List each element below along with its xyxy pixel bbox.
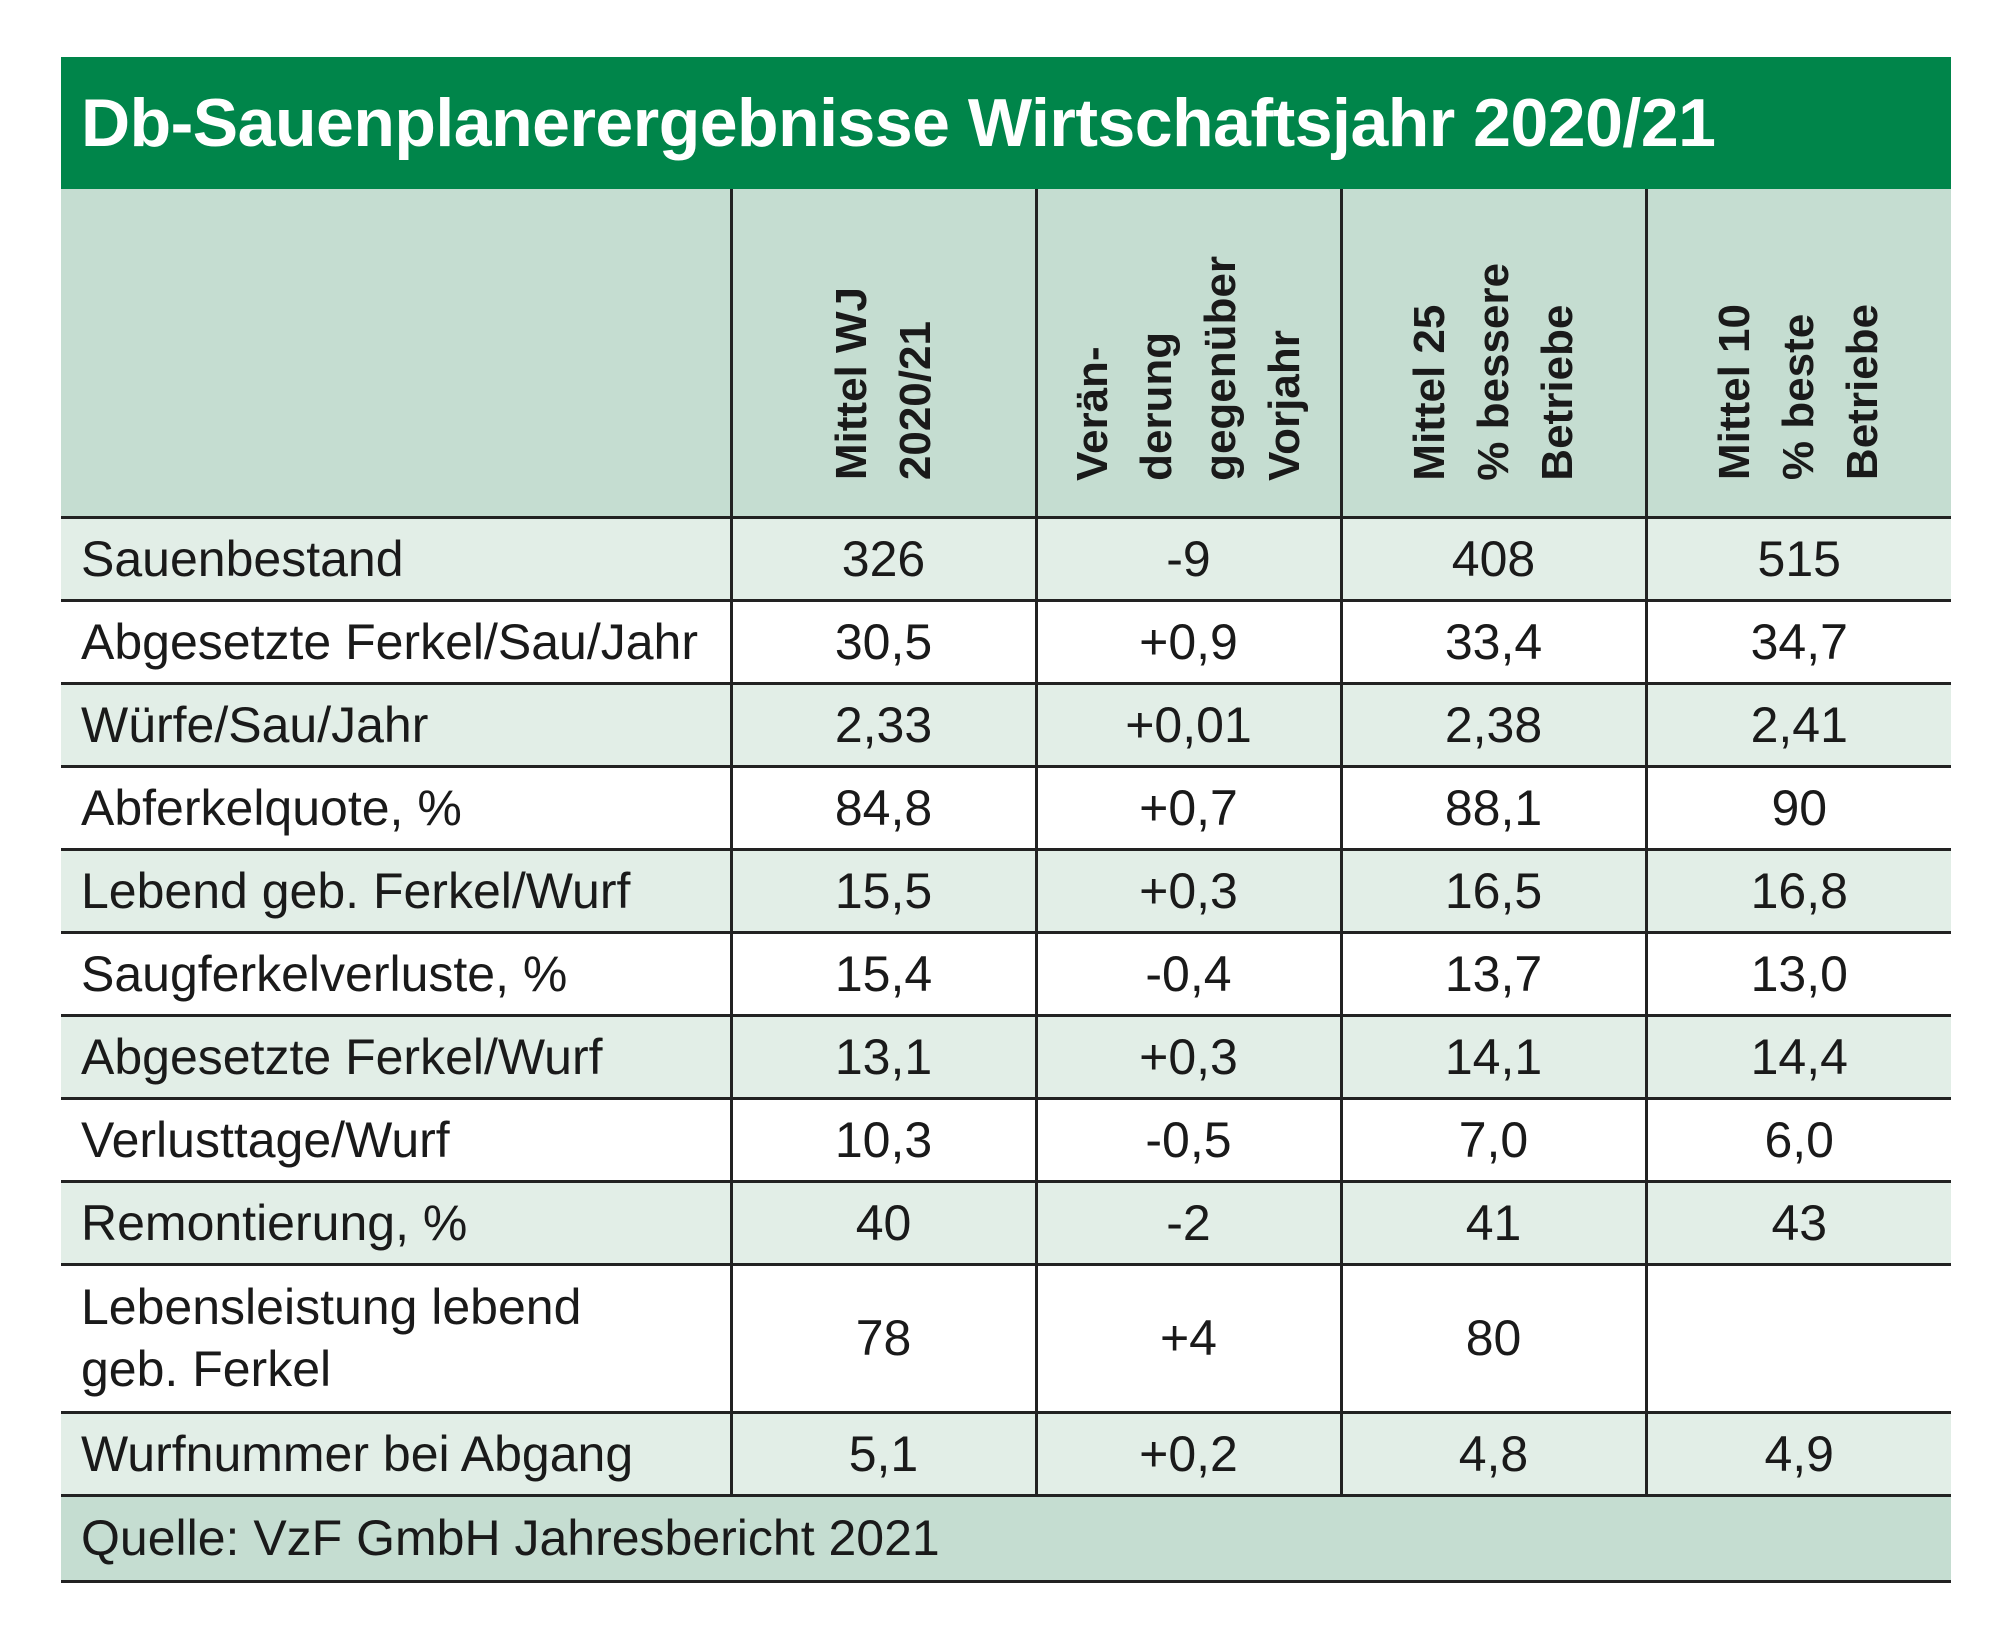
cell-value: 15,4	[729, 930, 1038, 1017]
table-row: Saugferkelverluste, % 15,4 -0,4 13,7 13,…	[61, 930, 1951, 1017]
header-cell-label	[61, 189, 733, 519]
header-row: Mittel WJ 2020/21 Verän- derung gegenübe…	[61, 189, 1951, 519]
cell-value: +0,9	[1034, 598, 1343, 685]
row-label: Sauenbestand	[61, 515, 733, 602]
cell-value: 13,1	[729, 1013, 1038, 1100]
cell-value: 515	[1644, 515, 1951, 602]
table-row: Lebend geb. Ferkel/Wurf 15,5 +0,3 16,5 1…	[61, 847, 1951, 934]
cell-value: 84,8	[729, 764, 1038, 851]
header-cell-veraenderung: Verän- derung gegenüber Vorjahr	[1034, 189, 1343, 519]
cell-value: 6,0	[1644, 1096, 1951, 1183]
cell-value: 15,5	[729, 847, 1038, 934]
cell-value: 88,1	[1339, 764, 1648, 851]
cell-value: 5,1	[729, 1410, 1038, 1497]
row-label: Lebensleistung lebend geb. Ferkel	[61, 1262, 733, 1414]
row-label: Verlusttage/Wurf	[61, 1096, 733, 1183]
cell-value: 13,7	[1339, 930, 1648, 1017]
cell-value: 326	[729, 515, 1038, 602]
cell-value	[1644, 1262, 1951, 1414]
table-frame: Db-Sauenplanerergebnisse Wirtschaftsjahr…	[61, 57, 1951, 1583]
table-row: Remontierung, % 40 -2 41 43	[61, 1179, 1951, 1266]
cell-value: -0,5	[1034, 1096, 1343, 1183]
row-label: Lebend geb. Ferkel/Wurf	[61, 847, 733, 934]
cell-value: 34,7	[1644, 598, 1951, 685]
cell-value: +0,2	[1034, 1410, 1343, 1497]
header-mittel-10: Mittel 10 % beste Betriebe	[1710, 304, 1888, 481]
cell-value: +4	[1034, 1262, 1343, 1414]
row-label: Saugferkelverluste, %	[61, 930, 733, 1017]
table-row: Lebensleistung lebend geb. Ferkel 78 +4 …	[61, 1262, 1951, 1414]
table-title: Db-Sauenplanerergebnisse Wirtschaftsjahr…	[81, 85, 1716, 161]
header-veraenderung: Verän- derung gegenüber Vorjahr	[1067, 255, 1309, 481]
header-cell-mittel-10: Mittel 10 % beste Betriebe	[1644, 189, 1951, 519]
cell-value: 40	[729, 1179, 1038, 1266]
row-label: Remontierung, %	[61, 1179, 733, 1266]
cell-value: -0,4	[1034, 930, 1343, 1017]
row-label: Abgesetzte Ferkel/Wurf	[61, 1013, 733, 1100]
cell-value: 14,1	[1339, 1013, 1648, 1100]
header-mittel-25: Mittel 25 % bessere Betriebe	[1404, 262, 1582, 481]
cell-value: +0,3	[1034, 847, 1343, 934]
cell-value: 408	[1339, 515, 1648, 602]
cell-value: 16,5	[1339, 847, 1648, 934]
cell-value: 90	[1644, 764, 1951, 851]
cell-value: 13,0	[1644, 930, 1951, 1017]
cell-value: 2,33	[729, 681, 1038, 768]
source-note: Quelle: VzF GmbH Jahresbericht 2021	[61, 1496, 1951, 1583]
cell-value: 2,41	[1644, 681, 1951, 768]
header-cell-mittel-25: Mittel 25 % bessere Betriebe	[1339, 189, 1648, 519]
cell-value: 4,8	[1339, 1410, 1648, 1497]
cell-value: 7,0	[1339, 1096, 1648, 1183]
title-bar: Db-Sauenplanerergebnisse Wirtschaftsjahr…	[61, 57, 1951, 189]
row-label: Abgesetzte Ferkel/Sau/Jahr	[61, 598, 733, 685]
cell-value: +0,01	[1034, 681, 1343, 768]
results-table: Mittel WJ 2020/21 Verän- derung gegenübe…	[61, 189, 1951, 1497]
source-text: Quelle: VzF GmbH Jahresbericht 2021	[81, 1510, 940, 1566]
cell-value: 16,8	[1644, 847, 1951, 934]
cell-value: 43	[1644, 1179, 1951, 1266]
cell-value: 30,5	[729, 598, 1038, 685]
row-label: Wurfnummer bei Abgang	[61, 1410, 733, 1497]
table-row: Verlusttage/Wurf 10,3 -0,5 7,0 6,0	[61, 1096, 1951, 1183]
table-row: Abgesetzte Ferkel/Sau/Jahr 30,5 +0,9 33,…	[61, 598, 1951, 685]
cell-value: 41	[1339, 1179, 1648, 1266]
cell-value: 78	[729, 1262, 1038, 1414]
table-row: Abferkelquote, % 84,8 +0,7 88,1 90	[61, 764, 1951, 851]
table-row: Würfe/Sau/Jahr 2,33 +0,01 2,38 2,41	[61, 681, 1951, 768]
header-cell-mittel-wj: Mittel WJ 2020/21	[729, 189, 1038, 519]
cell-value: 80	[1339, 1262, 1648, 1414]
table-row: Wurfnummer bei Abgang 5,1 +0,2 4,8 4,9	[61, 1410, 1951, 1497]
cell-value: 4,9	[1644, 1410, 1951, 1497]
cell-value: +0,7	[1034, 764, 1343, 851]
table-row: Sauenbestand 326 -9 408 515	[61, 515, 1951, 602]
table-row: Abgesetzte Ferkel/Wurf 13,1 +0,3 14,1 14…	[61, 1013, 1951, 1100]
cell-value: 14,4	[1644, 1013, 1951, 1100]
cell-value: 2,38	[1339, 681, 1648, 768]
cell-value: -2	[1034, 1179, 1343, 1266]
cell-value: 10,3	[729, 1096, 1038, 1183]
cell-value: 33,4	[1339, 598, 1648, 685]
header-mittel-wj: Mittel WJ 2020/21	[826, 287, 940, 481]
row-label: Abferkelquote, %	[61, 764, 733, 851]
cell-value: +0,3	[1034, 1013, 1343, 1100]
cell-value: -9	[1034, 515, 1343, 602]
row-label: Würfe/Sau/Jahr	[61, 681, 733, 768]
